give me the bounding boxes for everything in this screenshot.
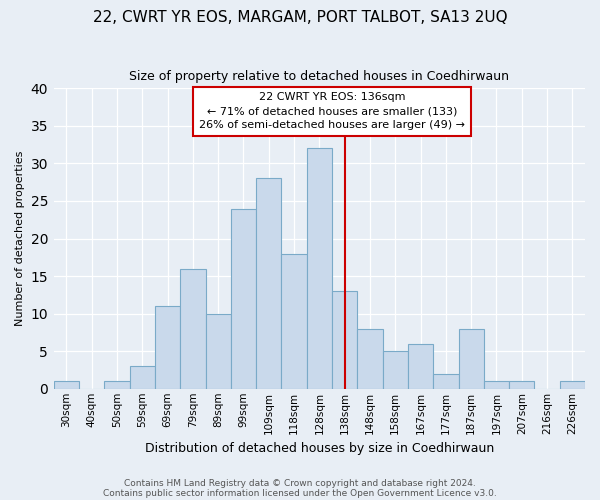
Bar [130,366,155,389]
Bar [180,268,206,389]
Text: Contains public sector information licensed under the Open Government Licence v3: Contains public sector information licen… [103,488,497,498]
Bar [281,254,307,389]
Bar [206,314,231,389]
Bar [458,328,484,389]
Bar [332,291,358,389]
Bar [358,328,383,389]
Text: Contains HM Land Registry data © Crown copyright and database right 2024.: Contains HM Land Registry data © Crown c… [124,478,476,488]
Bar [560,382,585,389]
Bar [54,382,79,389]
Y-axis label: Number of detached properties: Number of detached properties [15,151,25,326]
Bar [484,382,509,389]
Text: 22, CWRT YR EOS, MARGAM, PORT TALBOT, SA13 2UQ: 22, CWRT YR EOS, MARGAM, PORT TALBOT, SA… [92,10,508,25]
Bar [231,208,256,389]
Bar [408,344,433,389]
Bar [383,351,408,389]
Title: Size of property relative to detached houses in Coedhirwaun: Size of property relative to detached ho… [130,70,509,83]
Bar [155,306,180,389]
Bar [256,178,281,389]
Bar [104,382,130,389]
X-axis label: Distribution of detached houses by size in Coedhirwaun: Distribution of detached houses by size … [145,442,494,455]
Text: 22 CWRT YR EOS: 136sqm
← 71% of detached houses are smaller (133)
26% of semi-de: 22 CWRT YR EOS: 136sqm ← 71% of detached… [199,92,465,130]
Bar [307,148,332,389]
Bar [509,382,535,389]
Bar [433,374,458,389]
